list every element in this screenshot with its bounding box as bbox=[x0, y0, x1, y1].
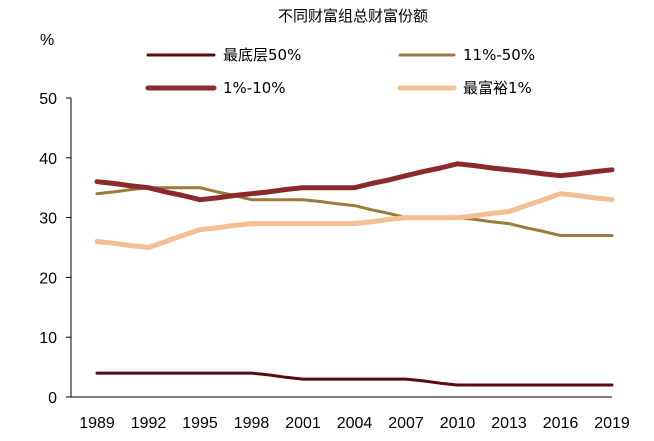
y-axis-unit-label: % bbox=[40, 32, 54, 49]
x-tick-label: 2001 bbox=[285, 415, 321, 432]
y-axis: 0 10 20 30 40 50 bbox=[39, 91, 72, 407]
series-line-2 bbox=[95, 186, 614, 237]
legend-label-1: 最底层50% bbox=[223, 46, 301, 64]
x-axis: 1989 1992 1995 1998 2001 2004 2007 2010 2013 2016… bbox=[71, 396, 630, 432]
series-line-3 bbox=[94, 161, 615, 203]
x-tick-label: 2004 bbox=[337, 415, 373, 432]
legend-label-2: 11%-50% bbox=[463, 46, 535, 64]
legend-label-3: 1%-10% bbox=[223, 79, 286, 97]
x-tick-label: 2010 bbox=[440, 415, 476, 432]
x-tick-label: 1989 bbox=[79, 415, 115, 432]
series-line-1 bbox=[95, 371, 614, 387]
series-line-4 bbox=[94, 191, 615, 250]
chart-title: 不同财富组总财富份额 bbox=[278, 7, 428, 25]
y-tick-label: 30 bbox=[39, 211, 57, 228]
y-tick-label: 10 bbox=[39, 330, 57, 347]
x-tick-label: 2013 bbox=[491, 415, 527, 432]
y-tick-label: 50 bbox=[39, 91, 57, 108]
x-tick-label: 1992 bbox=[131, 415, 167, 432]
x-tick-label: 1995 bbox=[182, 415, 218, 432]
y-tick-label: 20 bbox=[39, 270, 57, 287]
x-tick-label: 2007 bbox=[388, 415, 424, 432]
y-tick-label: 40 bbox=[39, 151, 57, 168]
x-tick-label: 2019 bbox=[594, 415, 630, 432]
x-tick-label: 2016 bbox=[543, 415, 579, 432]
legend: 最底层50% 11%-50% 1%-10% 最富裕1% bbox=[145, 46, 535, 97]
x-tick-label: 1998 bbox=[234, 415, 270, 432]
series-lines bbox=[94, 161, 615, 387]
legend-label-4: 最富裕1% bbox=[463, 79, 532, 97]
y-tick-label: 0 bbox=[48, 390, 57, 407]
